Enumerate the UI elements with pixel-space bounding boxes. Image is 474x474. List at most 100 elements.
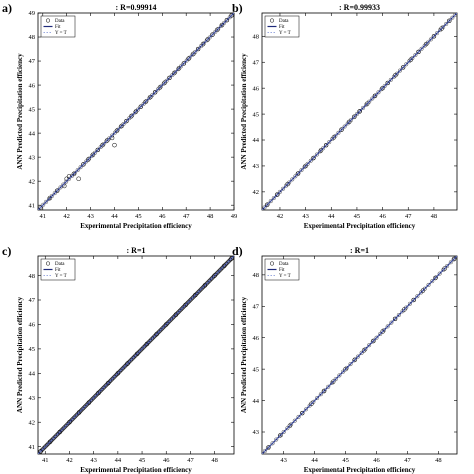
data-point-marker xyxy=(133,353,138,358)
data-point-marker xyxy=(187,298,192,303)
data-point-marker xyxy=(127,360,131,365)
data-point xyxy=(380,329,385,334)
data-point-marker xyxy=(102,385,107,389)
data-point-marker xyxy=(373,93,378,98)
data-point-marker xyxy=(100,386,105,391)
data-point-marker xyxy=(75,168,80,173)
data-point-marker xyxy=(44,443,49,448)
data-point-marker xyxy=(327,140,332,145)
x-axis-label: Experimental Precipitation efficiency xyxy=(304,222,416,230)
y-tick-label: 43 xyxy=(29,154,36,161)
data-point-marker xyxy=(105,382,110,387)
data-point-marker xyxy=(72,415,77,420)
data-point-marker xyxy=(296,414,301,419)
data-point-marker xyxy=(407,59,412,64)
data-point xyxy=(173,312,179,317)
data-point-marker xyxy=(214,272,219,277)
data-point-marker xyxy=(190,296,195,301)
data-point-marker xyxy=(60,426,65,431)
data-point-marker xyxy=(351,115,356,120)
data-point-marker xyxy=(192,294,197,299)
data-point-marker xyxy=(50,437,55,442)
data-point-marker xyxy=(176,310,181,315)
data-point-marker xyxy=(59,428,64,433)
data-point-marker xyxy=(329,380,334,385)
data-point xyxy=(195,46,201,52)
chart-title: : R=0.99914 xyxy=(116,3,157,12)
data-point xyxy=(95,147,101,153)
x-tick-label: 46 xyxy=(159,213,166,220)
y-tick-label: 45 xyxy=(253,366,260,373)
data-point xyxy=(81,162,86,167)
data-point-marker xyxy=(56,431,61,436)
data-point xyxy=(229,256,234,261)
data-point xyxy=(154,331,159,337)
data-point xyxy=(420,288,426,293)
data-point-marker xyxy=(112,374,117,379)
data-point-marker xyxy=(270,441,275,446)
data-point xyxy=(47,439,53,445)
data-point-marker xyxy=(444,21,449,26)
data-point xyxy=(371,338,376,344)
data-point xyxy=(442,266,447,271)
y-tick-label: 45 xyxy=(29,106,36,113)
data-point-marker xyxy=(80,407,85,411)
data-point-marker xyxy=(196,289,201,294)
data-point xyxy=(433,275,438,281)
data-point-marker xyxy=(58,429,63,433)
data-point-marker xyxy=(230,256,234,260)
data-point xyxy=(423,41,429,47)
data-point-marker xyxy=(223,262,228,267)
data-point xyxy=(411,297,416,303)
y-equals-t-line xyxy=(38,256,234,454)
data-point-marker xyxy=(145,341,150,345)
data-point xyxy=(402,307,407,312)
y-tick-label: 44 xyxy=(253,137,260,144)
data-point-marker xyxy=(277,189,282,194)
data-point-marker xyxy=(111,375,116,380)
data-point-marker xyxy=(44,199,49,204)
y-tick-label: 47 xyxy=(253,303,260,310)
data-point-marker xyxy=(352,358,357,363)
data-point-marker xyxy=(213,272,218,277)
data-point-marker xyxy=(129,357,134,362)
data-point xyxy=(219,22,225,28)
data-markers xyxy=(38,256,234,454)
data-point-marker xyxy=(83,404,88,409)
data-point-marker xyxy=(219,23,224,28)
x-axis-label: Experimental Precipitation efficiency xyxy=(80,222,192,230)
data-point-marker xyxy=(107,379,112,384)
plot-area-frame xyxy=(261,255,458,455)
data-point-marker xyxy=(151,335,156,340)
legend-data-label: Data xyxy=(55,262,65,267)
data-point-marker xyxy=(364,102,369,107)
data-point-marker xyxy=(376,90,381,95)
data-point-marker xyxy=(265,202,270,207)
x-tick-label: 45 xyxy=(354,213,361,220)
data-point xyxy=(210,32,215,37)
y-tick-label: 43 xyxy=(253,163,260,170)
data-point-marker xyxy=(158,328,163,333)
data-point-marker xyxy=(284,183,289,188)
data-point-marker xyxy=(52,191,57,196)
data-point-marker xyxy=(164,321,169,326)
data-point-marker xyxy=(227,258,232,263)
y-tick-label: 47 xyxy=(253,59,260,66)
x-tick-label: 43 xyxy=(87,213,94,220)
data-point xyxy=(100,142,105,148)
data-point-marker xyxy=(153,332,158,337)
y-tick-label: 44 xyxy=(253,398,260,405)
data-point-marker xyxy=(184,302,189,307)
data-point-marker xyxy=(407,301,412,306)
data-point xyxy=(299,410,305,416)
data-point-marker xyxy=(348,362,353,367)
data-point-marker xyxy=(333,377,338,382)
data-point-marker xyxy=(413,53,418,57)
data-point-marker xyxy=(79,407,84,412)
data-point-marker xyxy=(122,364,127,369)
x-tick-label: 45 xyxy=(139,457,146,464)
data-point-marker xyxy=(211,275,216,279)
data-point-marker xyxy=(438,28,443,33)
data-point-marker xyxy=(266,445,271,450)
